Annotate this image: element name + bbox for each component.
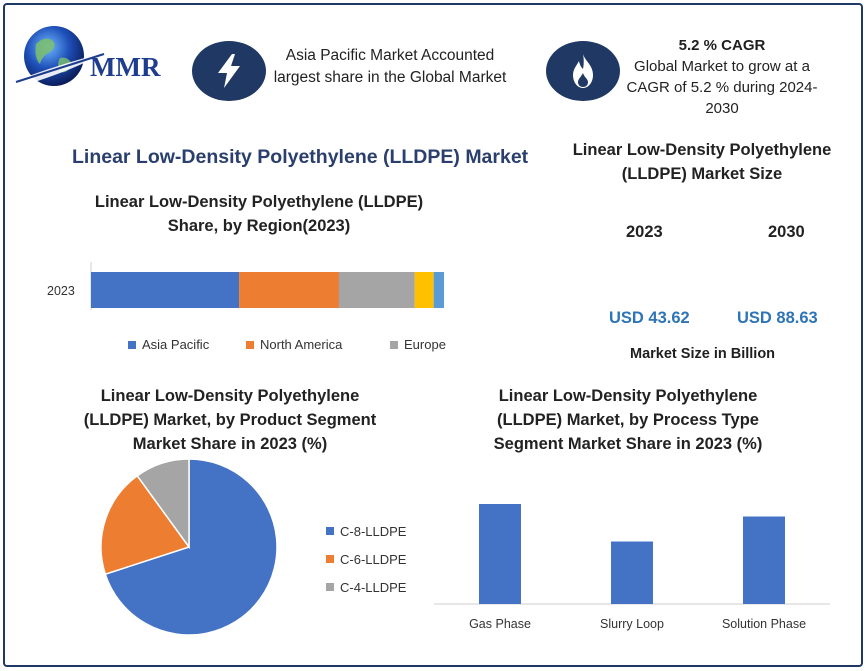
region-chart-title: Linear Low-Density Polyethylene (LLDPE) … [94, 193, 424, 235]
region-stacked-bar-chart [90, 262, 444, 310]
region-chart-category-label: 2023 [47, 284, 75, 298]
process-tick-label: Slurry Loop [600, 617, 664, 631]
region-bar-segment-0 [91, 272, 240, 308]
legend-swatch [326, 583, 334, 591]
process-tick-label: Solution Phase [722, 617, 806, 631]
process-bar-chart: Gas Phase Slurry Loop Solution Phase [434, 504, 830, 631]
product-pie-legend: C-8-LLDPE C-6-LLDPE C-4-LLDPE [326, 517, 436, 601]
process-bar-gas-phase [479, 504, 521, 604]
market-size-2030: USD 88.63 [737, 309, 818, 327]
product-pie-chart [100, 458, 278, 636]
pie-legend-item: C-8-LLDPE [326, 517, 436, 545]
legend-swatch [246, 340, 254, 349]
info-text-asia-pacific: Asia Pacific Market Accounted largest sh… [273, 47, 507, 86]
legend-label: C-8-LLDPE [340, 523, 407, 539]
legend-label: C-4-LLDPE [340, 579, 407, 595]
region-legend-item: North America [246, 337, 342, 352]
mmr-logo [14, 22, 174, 92]
region-bar-segment-4 [433, 272, 444, 308]
region-legend-item: Asia Pacific [128, 337, 209, 352]
flame-icon [546, 41, 620, 101]
year-2030: 2030 [768, 223, 805, 241]
market-size-title: Linear Low-Density Polyethylene (LLDPE) … [572, 141, 832, 183]
legend-label: Europe [404, 337, 446, 352]
legend-swatch [326, 527, 334, 535]
process-tick-label: Gas Phase [469, 617, 531, 631]
legend-label: C-6-LLDPE [340, 551, 407, 567]
product-pie-chart-title: Linear Low-Density Polyethylene (LLDPE) … [83, 387, 377, 453]
process-bar-chart-title: Linear Low-Density Polyethylene (LLDPE) … [493, 387, 763, 453]
pie-legend-item: C-6-LLDPE [326, 545, 436, 573]
region-chart-legend: Asia Pacific North America Europe [128, 337, 468, 355]
year-2023: 2023 [626, 223, 663, 241]
pie-slice-c-8-lldpe [104, 458, 278, 636]
legend-swatch [326, 555, 334, 563]
legend-swatch [390, 340, 398, 349]
market-size-footer: Market Size in Billion [630, 346, 776, 362]
pie-slice-c-6-lldpe [100, 474, 191, 576]
logo-text: MMR [90, 52, 161, 82]
globe-icon [15, 26, 106, 86]
pie-legend-item: C-4-LLDPE [326, 573, 436, 601]
lightning-icon [192, 41, 266, 101]
cagr-headline: 5.2 % CAGR [678, 37, 766, 54]
process-bar-slurry-loop [611, 541, 653, 604]
legend-label: North America [260, 337, 343, 352]
region-bar-segment-3 [414, 272, 434, 308]
region-bar-segment-2 [338, 272, 415, 308]
process-bar-solution-phase [743, 516, 785, 604]
pie-slice-c-4-lldpe [136, 458, 190, 550]
legend-swatch [128, 340, 136, 349]
info-text-cagr: Global Market to grow at a CAGR of 5.2 %… [626, 58, 818, 117]
market-size-2023: USD 43.62 [609, 309, 690, 327]
region-bar-segment-1 [239, 272, 339, 308]
region-legend-item: Europe [390, 337, 446, 352]
legend-label: Asia Pacific [142, 337, 210, 352]
main-title: Linear Low-Density Polyethylene (LLDPE) … [72, 146, 529, 168]
